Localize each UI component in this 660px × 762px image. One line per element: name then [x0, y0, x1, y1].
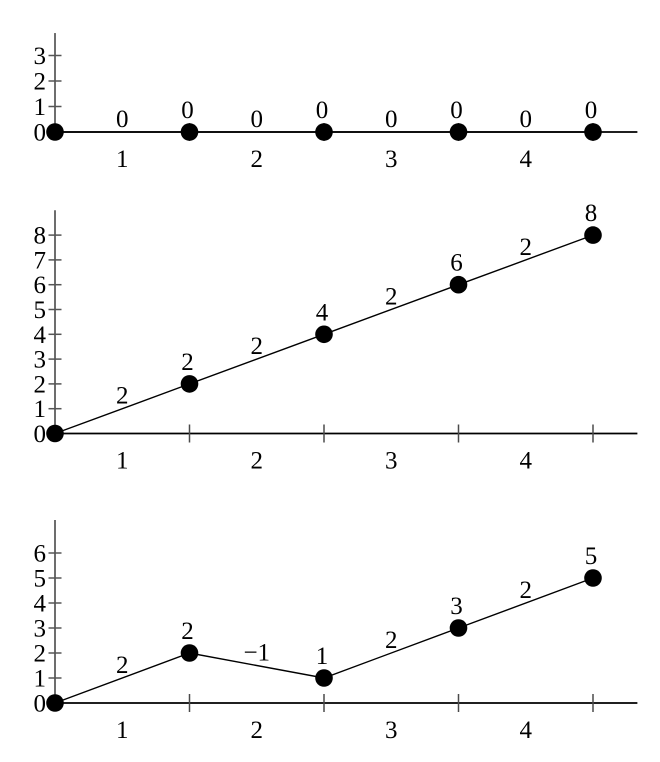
- point-label: 0: [450, 97, 463, 124]
- edge-label: 2: [251, 333, 264, 360]
- edge-label: −1: [243, 640, 270, 667]
- point-label: 1: [316, 643, 329, 670]
- y-tick-label: 1: [34, 396, 47, 423]
- data-point: [180, 123, 199, 141]
- y-tick-label: 3: [34, 347, 47, 374]
- y-tick-label: 1: [34, 94, 47, 121]
- point-label: 8: [585, 200, 598, 227]
- x-interval-label: 3: [385, 717, 398, 744]
- edge-label: 2: [385, 284, 398, 311]
- edge-label: 0: [385, 106, 398, 133]
- x-interval-label: 2: [251, 146, 264, 173]
- point-label: 0: [181, 97, 194, 124]
- x-interval-label: 3: [385, 146, 398, 173]
- y-tick-label: 4: [34, 322, 47, 349]
- x-interval-label: 4: [520, 448, 533, 475]
- edge-label: 0: [251, 106, 264, 133]
- data-point: [46, 123, 64, 141]
- edge-label: 2: [116, 383, 129, 410]
- x-interval-label: 3: [385, 448, 398, 475]
- x-interval-label: 4: [520, 146, 533, 173]
- y-tick-label: 2: [34, 69, 47, 96]
- y-tick-label: 3: [34, 616, 47, 643]
- point-label: 0: [585, 97, 598, 124]
- data-point: [46, 694, 64, 712]
- y-tick-label: 1: [34, 666, 47, 693]
- y-tick-label: 5: [34, 566, 47, 593]
- data-point: [584, 226, 602, 244]
- data-point: [315, 669, 333, 687]
- edge-label: 2: [520, 577, 533, 604]
- data-point: [180, 644, 199, 662]
- x-interval-label: 1: [116, 146, 129, 173]
- y-tick-label: 5: [34, 297, 47, 324]
- y-tick-label: 0: [34, 691, 47, 718]
- data-point: [315, 123, 333, 141]
- x-interval-label: 2: [251, 448, 264, 475]
- y-tick-label: 8: [34, 223, 47, 250]
- y-tick-label: 0: [34, 421, 47, 448]
- point-label: 0: [316, 97, 329, 124]
- y-tick-label: 7: [34, 247, 47, 274]
- x-interval-label: 1: [116, 717, 129, 744]
- data-point: [449, 123, 468, 141]
- y-tick-label: 0: [34, 120, 47, 147]
- data-point: [584, 123, 602, 141]
- edge-label: 2: [116, 652, 129, 679]
- point-label: 3: [450, 593, 463, 620]
- y-tick-label: 2: [34, 371, 47, 398]
- edge-label: 0: [520, 106, 533, 133]
- data-point: [449, 619, 468, 637]
- point-label: 6: [450, 250, 463, 277]
- edge-label: 2: [385, 627, 398, 654]
- edge-label: 0: [116, 106, 129, 133]
- point-label: 4: [316, 299, 329, 326]
- y-tick-label: 6: [34, 541, 47, 568]
- y-tick-label: 4: [34, 591, 47, 618]
- point-label: 2: [181, 349, 194, 376]
- point-label: 2: [181, 618, 194, 645]
- data-point: [180, 375, 199, 393]
- data-point: [315, 325, 333, 344]
- edge-label: 2: [520, 234, 533, 261]
- y-tick-label: 6: [34, 272, 47, 299]
- x-interval-label: 2: [251, 717, 264, 744]
- data-point: [449, 275, 468, 294]
- data-point: [46, 424, 64, 443]
- point-label: 5: [585, 543, 598, 570]
- y-tick-label: 2: [34, 641, 47, 668]
- data-point: [584, 569, 602, 587]
- x-interval-label: 1: [116, 448, 129, 475]
- y-tick-label: 3: [34, 43, 47, 70]
- x-interval-label: 4: [520, 717, 533, 744]
